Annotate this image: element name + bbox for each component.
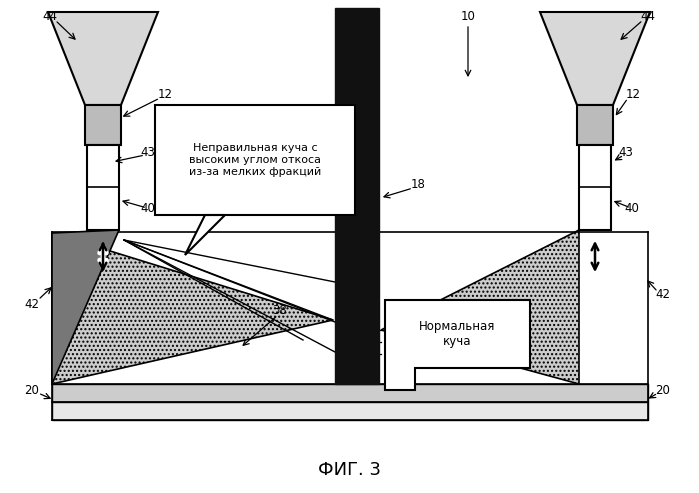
Polygon shape bbox=[52, 402, 648, 420]
Text: 44: 44 bbox=[43, 9, 57, 23]
Text: 42: 42 bbox=[24, 298, 40, 312]
Text: Неправильная куча с
высоким углом откоса
из-за мелких фракций: Неправильная куча с высоким углом откоса… bbox=[189, 143, 321, 176]
Text: 40: 40 bbox=[140, 202, 155, 214]
Text: 43: 43 bbox=[140, 145, 155, 159]
Polygon shape bbox=[87, 145, 119, 230]
Polygon shape bbox=[579, 145, 611, 230]
Polygon shape bbox=[577, 105, 613, 145]
Text: 43: 43 bbox=[619, 145, 633, 159]
Polygon shape bbox=[381, 230, 579, 384]
Polygon shape bbox=[335, 8, 379, 384]
Polygon shape bbox=[52, 384, 648, 402]
Text: 10: 10 bbox=[461, 9, 475, 23]
Text: 12: 12 bbox=[157, 89, 173, 102]
Polygon shape bbox=[385, 300, 530, 390]
Polygon shape bbox=[155, 105, 355, 255]
Polygon shape bbox=[52, 230, 119, 384]
Polygon shape bbox=[540, 12, 650, 105]
Text: 44: 44 bbox=[640, 9, 656, 23]
Text: 38: 38 bbox=[273, 304, 287, 317]
Text: Нормальная
куча: Нормальная куча bbox=[419, 320, 496, 348]
Text: 12: 12 bbox=[626, 89, 640, 102]
Text: 18: 18 bbox=[410, 178, 426, 191]
Text: 42: 42 bbox=[656, 288, 670, 302]
Text: 20: 20 bbox=[656, 384, 670, 396]
Text: ФИГ. 3: ФИГ. 3 bbox=[317, 461, 380, 479]
Polygon shape bbox=[52, 233, 333, 384]
Polygon shape bbox=[85, 105, 121, 145]
Text: 20: 20 bbox=[24, 384, 39, 396]
Polygon shape bbox=[48, 12, 158, 105]
Text: 40: 40 bbox=[625, 202, 640, 214]
